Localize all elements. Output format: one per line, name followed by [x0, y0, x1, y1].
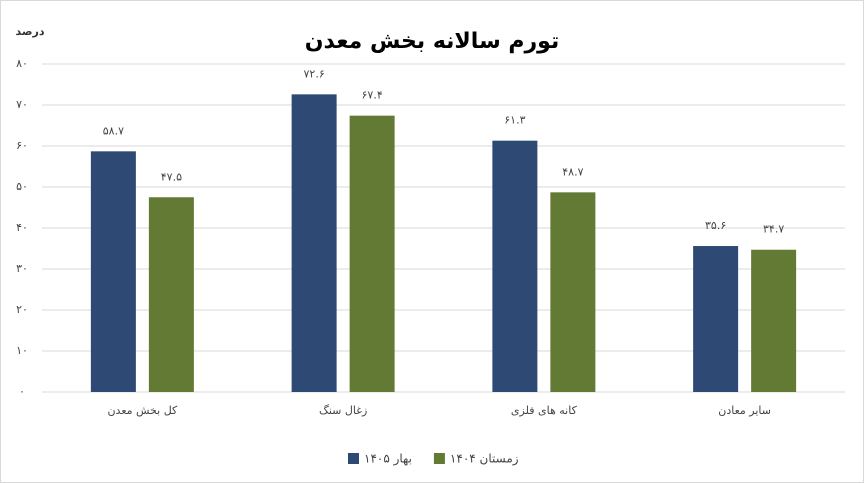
legend-label: زمستان ۱۴۰۴: [450, 452, 519, 467]
chart-title: تورم سالانه بخش معدن: [305, 29, 559, 54]
data-label: ۴۷.۵: [161, 170, 182, 183]
data-label: ۴۸.۷: [562, 165, 583, 178]
y-tick-label: ۱۰: [16, 344, 28, 357]
y-tick-label: ۰: [19, 385, 25, 398]
bar: [291, 94, 337, 392]
bar: [492, 140, 538, 392]
legend-swatch: [348, 453, 359, 464]
bar: [751, 249, 797, 392]
data-label: ۳۵.۶: [705, 219, 726, 232]
x-tick-label: کل بخش معدن: [107, 404, 178, 417]
x-tick-label: کانه های فلزی: [511, 404, 578, 417]
y-tick-label: ۵۰: [16, 180, 28, 193]
bar: [550, 192, 596, 392]
bar: [90, 151, 136, 392]
bar: [693, 246, 739, 392]
bar: [349, 115, 395, 392]
y-tick-label: ۴۰: [16, 221, 28, 234]
bar: [148, 197, 194, 392]
x-tick-label: زغال سنگ: [319, 404, 367, 417]
data-label: ۶۷.۴: [362, 89, 383, 102]
legend-label: بهار ۱۴۰۵: [364, 452, 412, 467]
y-tick-label: ۸۰: [16, 57, 28, 70]
data-label: ۶۱.۳: [504, 114, 525, 127]
y-axis-label: درصد: [16, 25, 45, 38]
y-tick-label: ۳۰: [16, 262, 28, 275]
data-label: ۷۲.۶: [304, 67, 325, 80]
legend-swatch: [433, 453, 445, 464]
y-tick-label: ۶۰: [16, 139, 28, 152]
data-label: ۳۴.۷: [763, 223, 784, 236]
x-tick-label: سایر معادن: [718, 404, 771, 417]
data-label: ۵۸.۷: [103, 124, 124, 137]
y-tick-label: ۷۰: [16, 98, 28, 111]
y-tick-label: ۲۰: [16, 303, 28, 316]
